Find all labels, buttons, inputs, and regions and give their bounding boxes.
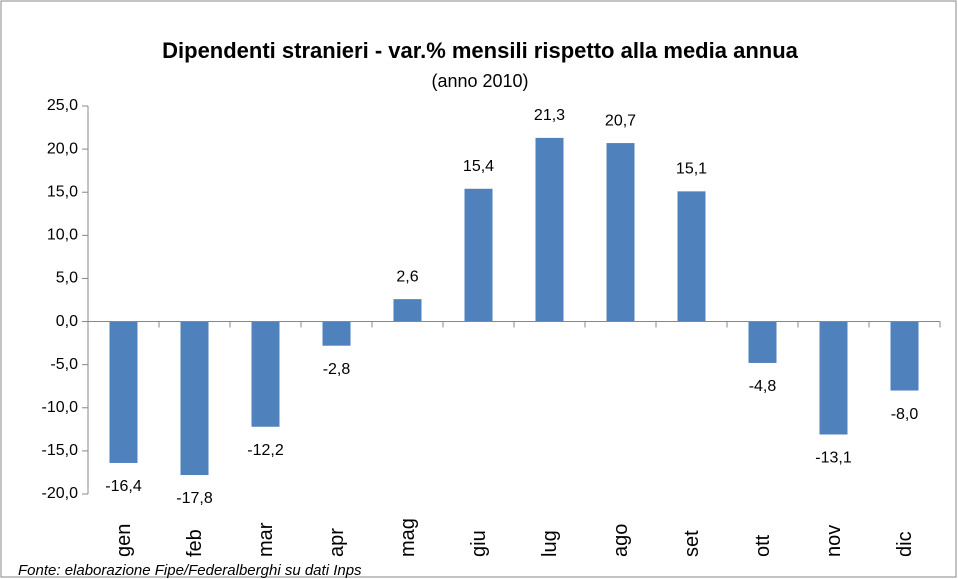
x-tick-label: ott [752, 534, 774, 557]
x-tick-label: set [681, 530, 703, 557]
bar [890, 321, 919, 391]
value-label: -13,1 [815, 450, 852, 467]
value-label: -2,8 [323, 361, 351, 378]
value-label: -8,0 [891, 406, 919, 423]
value-label: 21,3 [534, 107, 565, 124]
x-tick-label: ago [610, 524, 632, 557]
bar [819, 321, 848, 435]
bar [322, 321, 351, 346]
x-tick-label: dic [894, 531, 916, 557]
y-tick-label: -20,0 [42, 485, 79, 502]
x-tick-label: gen [113, 524, 135, 557]
value-label: -4,8 [749, 378, 777, 395]
bar [606, 143, 635, 322]
y-tick-label: -15,0 [42, 442, 79, 459]
value-label: -17,8 [176, 490, 213, 507]
value-label: 15,1 [676, 161, 707, 178]
y-tick-label: 0,0 [56, 313, 78, 330]
y-tick-label: 20,0 [47, 140, 78, 157]
chart-title: Dipendenti stranieri - var.% mensili ris… [162, 38, 799, 63]
x-tick-label: nov [823, 525, 845, 557]
value-label: -12,2 [247, 442, 284, 459]
chart-subtitle: (anno 2010) [431, 71, 528, 91]
bar [109, 321, 138, 463]
y-tick-label: -10,0 [42, 399, 79, 416]
x-tick-label: giu [468, 530, 490, 557]
y-tick-label: 10,0 [47, 227, 78, 244]
source-note: Fonte: elaborazione Fipe/Federalberghi s… [18, 562, 362, 579]
y-tick-label: 25,0 [47, 97, 78, 114]
value-label: 2,6 [396, 268, 418, 285]
bar [748, 321, 777, 363]
x-tick-label: feb [184, 529, 206, 557]
bar [251, 321, 280, 427]
value-label: 15,4 [463, 158, 494, 175]
bar [464, 188, 493, 322]
x-tick-label: mag [397, 518, 419, 557]
x-tick-label: mar [255, 522, 277, 557]
y-tick-label: 5,0 [56, 270, 78, 287]
bar [535, 137, 564, 322]
bar [393, 299, 422, 322]
bar [677, 191, 706, 322]
value-label: -16,4 [105, 478, 142, 495]
bar [180, 321, 209, 476]
x-tick-label: lug [539, 530, 561, 557]
y-tick-label: 15,0 [47, 183, 78, 200]
value-label: 20,7 [605, 112, 636, 129]
y-tick-label: -5,0 [50, 356, 78, 373]
x-tick-label: apr [326, 528, 348, 557]
